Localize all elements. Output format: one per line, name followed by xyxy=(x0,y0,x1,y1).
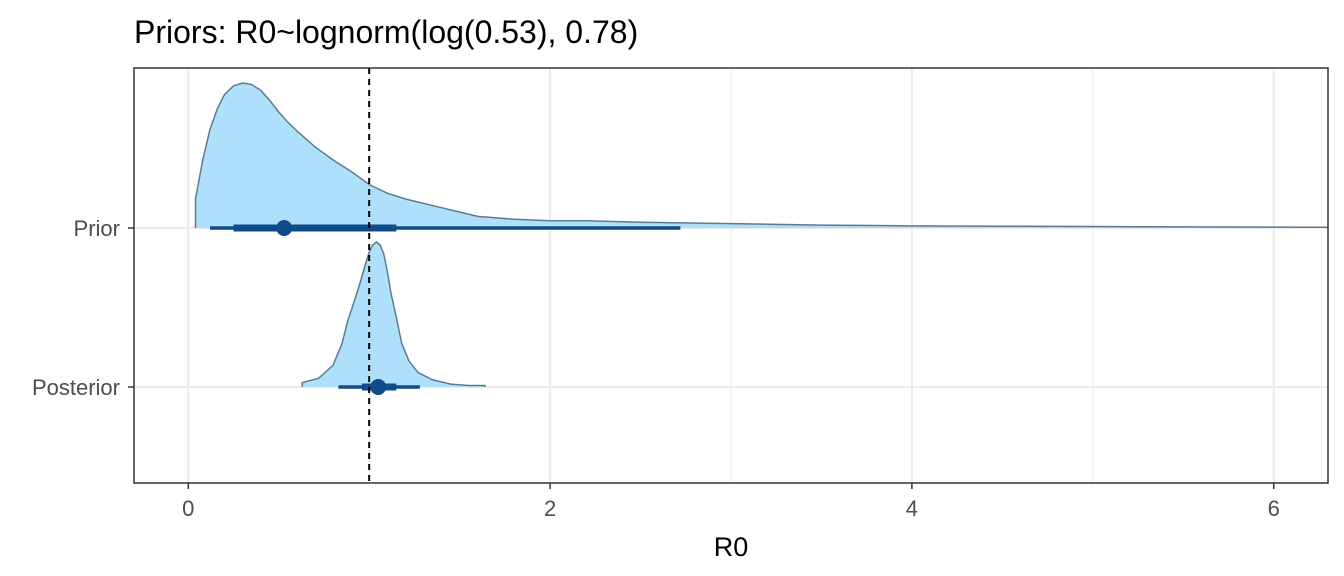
x-axis-title: R0 xyxy=(714,532,749,562)
clipped-marks xyxy=(194,82,1328,395)
panel-border xyxy=(133,67,1329,484)
density-outline-posterior xyxy=(301,241,486,387)
x-tick-label: 4 xyxy=(906,496,918,521)
density-posterior xyxy=(302,242,485,387)
density-prior xyxy=(195,83,1328,228)
axis-layer: 0 2 4 6 Prior Posterior R0 xyxy=(32,67,1329,562)
point-estimate-posterior xyxy=(370,379,387,395)
y-tick-label-posterior: Posterior xyxy=(32,375,120,400)
x-tick-label: 6 xyxy=(1268,496,1280,521)
grid-layer xyxy=(134,68,1328,483)
y-tick-label-prior: Prior xyxy=(74,216,120,241)
x-tick-label: 0 xyxy=(182,496,194,521)
mark-layer xyxy=(194,68,1328,483)
chart-title: Priors: R0~lognorm(log(0.53), 0.78) xyxy=(134,14,639,50)
point-estimate-prior xyxy=(276,220,293,236)
x-tick-label: 2 xyxy=(544,496,556,521)
density-outline-prior xyxy=(194,82,1328,229)
